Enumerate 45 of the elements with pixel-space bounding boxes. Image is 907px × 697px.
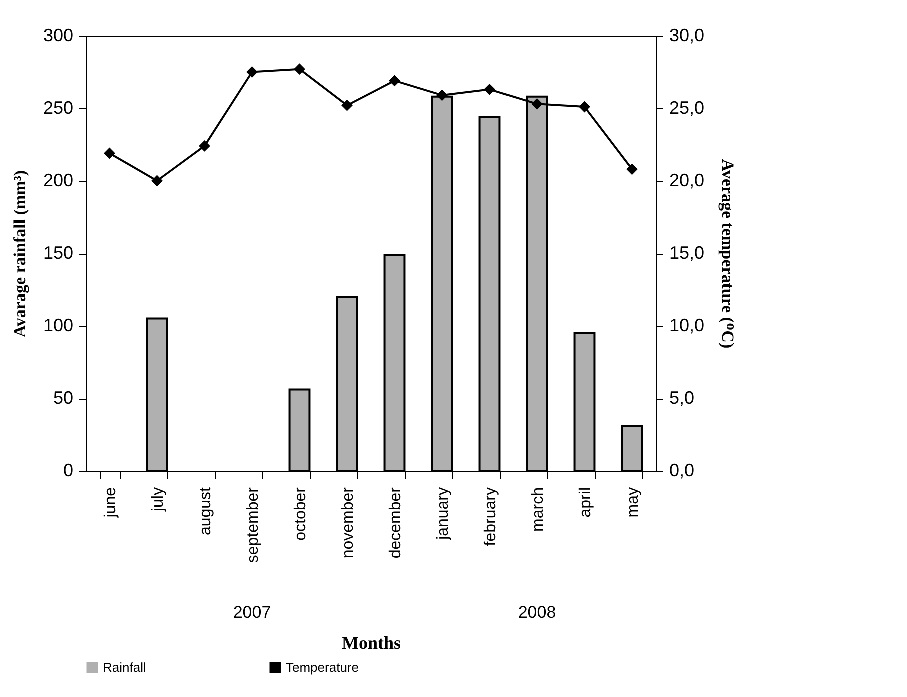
y-tick-label: 0 <box>63 460 74 480</box>
y-tick-label: 300 <box>43 26 74 46</box>
x-tick-label: october <box>292 486 310 541</box>
x-tick-label: december <box>387 486 404 559</box>
x-tick-label: january <box>434 488 452 541</box>
x-tick-label: july <box>150 488 167 513</box>
y-axis-title: Avarage rainfall (mm³) <box>10 170 30 338</box>
x-tick-label: september <box>244 486 262 564</box>
point <box>436 90 448 102</box>
y2-tick-label: 20,0 <box>670 170 705 190</box>
point <box>579 101 590 113</box>
x-tick-label: may <box>624 488 642 518</box>
y2-axis-title: Average temperature (ᴼC) <box>718 159 738 349</box>
x-tick-label: march <box>530 488 547 532</box>
text: 2008 <box>518 603 556 622</box>
point <box>342 100 353 112</box>
y-tick-label: 150 <box>43 243 74 263</box>
y-tick-label: 100 <box>43 316 74 336</box>
y-tick-label: 50 <box>53 388 74 408</box>
y2-tick-label: 15,0 <box>670 243 705 263</box>
text: 2007 <box>233 603 272 622</box>
y2-tick-label: 0,0 <box>670 460 695 480</box>
x-tick-label: february <box>482 488 500 546</box>
point <box>294 64 306 76</box>
y2-tick-label: 30,0 <box>670 26 705 46</box>
x-tick-label: august <box>197 486 214 536</box>
point <box>246 66 258 78</box>
y2-tick-label: 5,0 <box>670 388 695 408</box>
x-tick-label: june <box>102 487 120 519</box>
point <box>104 148 116 160</box>
point <box>199 140 210 152</box>
point <box>389 75 400 87</box>
y2-tick-label: 10,0 <box>670 316 705 336</box>
x-tick-label: april <box>577 488 594 518</box>
point <box>626 164 638 176</box>
legend-label: Rainfall <box>103 660 146 675</box>
legend-label: Temperature <box>286 660 359 675</box>
point <box>532 98 543 110</box>
y2-tick-label: 25,0 <box>670 98 705 118</box>
point <box>152 175 163 187</box>
y-tick-label: 200 <box>43 170 74 190</box>
x-tick-label: november <box>340 486 357 559</box>
x-axis-title: Months <box>342 633 402 654</box>
point <box>484 84 496 96</box>
y-tick-label: 250 <box>43 98 74 118</box>
